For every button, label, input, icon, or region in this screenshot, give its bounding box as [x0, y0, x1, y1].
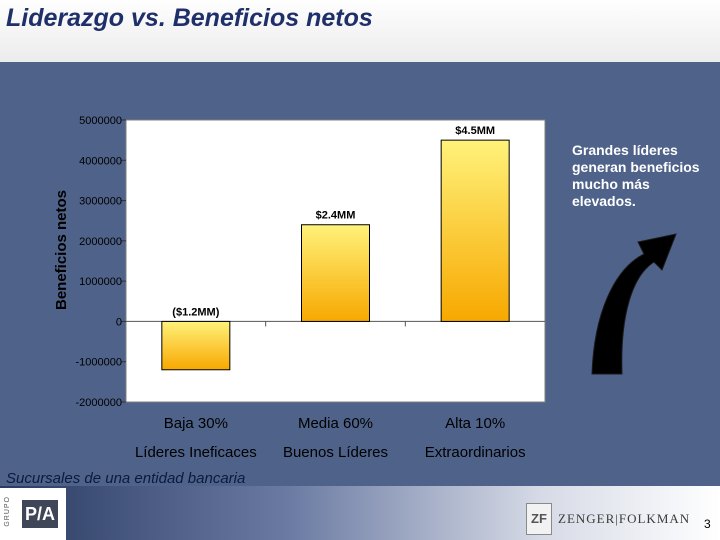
- data-label: $4.5MM: [455, 125, 495, 137]
- x-category-sublabel: Buenos Líderes: [283, 444, 388, 461]
- y-tick-label: 5000000: [79, 115, 122, 127]
- footer-caption: Sucursales de una entidad bancaria: [6, 470, 246, 487]
- data-label: $2.4MM: [316, 210, 356, 222]
- x-category-sublabel: Extraordinarios: [425, 444, 526, 461]
- y-tick-label: -1000000: [76, 357, 123, 369]
- y-tick-label: 3000000: [79, 196, 122, 208]
- bar: [301, 224, 370, 322]
- slide-title: Liderazgo vs. Beneficios netos: [6, 4, 373, 32]
- zenger-folkman-logo: ZF ZENGER|FOLKMAN: [526, 500, 704, 538]
- zf-mark: ZF: [526, 503, 552, 535]
- grupo-text: GRUPO: [4, 496, 11, 527]
- y-tick-label: 4000000: [79, 155, 122, 167]
- callout-note: Grandes líderes generan beneficios mucho…: [572, 142, 700, 209]
- bar: [440, 139, 510, 322]
- x-category-label: Baja 30%: [164, 415, 228, 432]
- x-category-label: Media 60%: [298, 415, 373, 432]
- data-label: ($1.2MM): [172, 306, 219, 318]
- zf-text: ZENGER|FOLKMAN: [558, 511, 691, 526]
- footer-bar: [0, 486, 720, 540]
- x-category-label: Alta 10%: [445, 415, 505, 432]
- x-category-sublabel: Líderes Ineficaces: [135, 444, 257, 461]
- y-tick-label: -2000000: [76, 397, 123, 409]
- pa-mark: P/A: [22, 500, 58, 528]
- grupo-pa-logo: GRUPO P/A: [0, 488, 66, 540]
- page-number: 3: [704, 517, 711, 531]
- title-bar: Liderazgo vs. Beneficios netos: [0, 0, 720, 64]
- upward-arrow-icon: [591, 233, 677, 375]
- bar: [161, 320, 231, 371]
- y-axis-label: Beneficios netos: [53, 190, 70, 310]
- y-tick-label: 0: [116, 316, 122, 328]
- y-tick-label: 1000000: [79, 276, 122, 288]
- y-tick-label: 2000000: [79, 236, 122, 248]
